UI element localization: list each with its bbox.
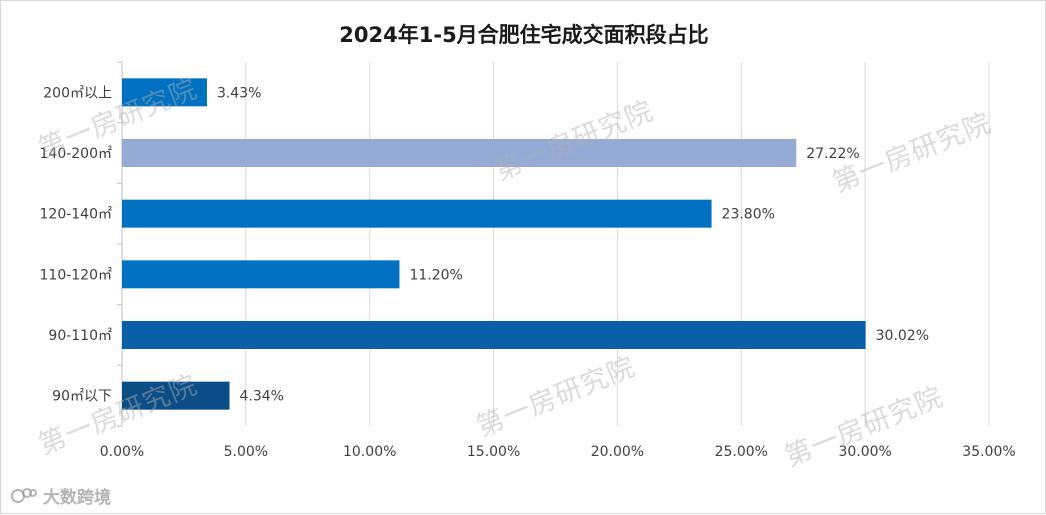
bar (122, 199, 712, 228)
value-label: 30.02% (876, 328, 929, 344)
category-label: 90㎡以下 (52, 389, 112, 405)
value-label: 4.34% (240, 389, 284, 405)
category-label: 110-120㎡ (40, 267, 113, 283)
bar (122, 321, 866, 349)
value-label: 11.20% (409, 267, 462, 283)
value-label: 27.22% (806, 146, 859, 162)
value-label: 3.43% (217, 85, 261, 101)
x-tick-label: 0.00% (100, 444, 144, 460)
chart-title: 2024年1-5月合肥住宅成交面积段占比 (339, 23, 709, 47)
brand-icon (11, 487, 37, 503)
category-label: 200㎡以上 (43, 85, 112, 101)
bar (122, 260, 400, 289)
bar (122, 78, 207, 107)
x-tick-label: 20.00% (591, 444, 644, 460)
brand-logo: 大数跨境 (11, 483, 111, 508)
value-label: 23.80% (722, 207, 775, 223)
bar (122, 139, 797, 167)
brand-name: 大数跨境 (43, 488, 111, 508)
x-tick-label: 15.00% (467, 444, 520, 460)
category-label: 140-200㎡ (40, 146, 113, 162)
x-tick-label: 35.00% (962, 444, 1015, 460)
category-label: 90-110㎡ (48, 328, 112, 344)
category-label: 120-140㎡ (40, 207, 113, 223)
x-tick-label: 5.00% (224, 444, 268, 460)
bar (122, 381, 230, 410)
x-tick-label: 30.00% (838, 444, 891, 460)
x-tick-label: 10.00% (343, 444, 396, 460)
x-tick-label: 25.00% (715, 444, 768, 460)
